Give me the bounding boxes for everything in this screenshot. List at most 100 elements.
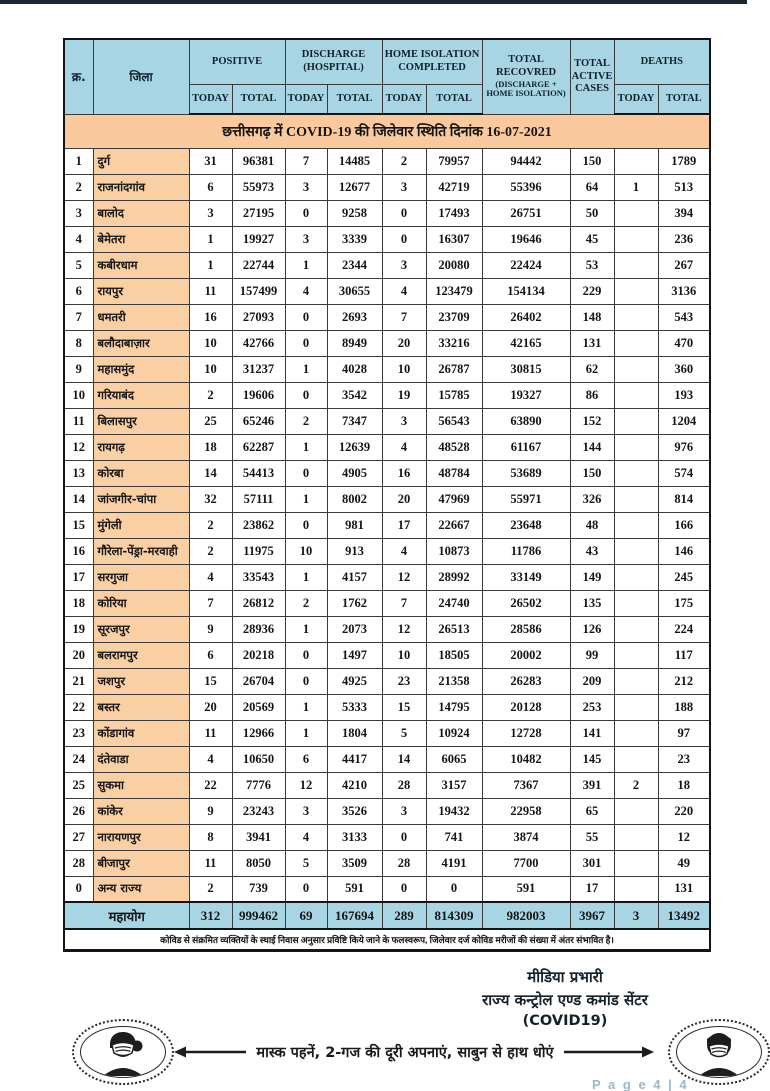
cell-active: 148: [569, 303, 615, 331]
cell-death_today: [613, 615, 659, 643]
table-title: छत्तीसगढ़ में COVID-19 की जिलेवार स्थिति…: [63, 113, 711, 149]
cell-sn: 0: [63, 875, 94, 903]
cell-death_total: 245: [657, 563, 711, 591]
cell-death_total: 513: [657, 173, 711, 201]
cell-district: कोंडागांव: [92, 719, 190, 747]
cell-active: 99: [569, 641, 615, 669]
cell-dis_today: 4: [284, 823, 328, 851]
cell-dis_today: 6: [284, 745, 328, 773]
cell-hi_total: 22667: [425, 511, 483, 539]
cell-district: बलौदाबाज़ार: [92, 329, 190, 357]
table-row: 3 बालोद 3 27195 0 9258 0 17493 26751 50 394: [63, 199, 711, 227]
cell-pos_today: 2: [188, 875, 233, 903]
cell-sn: 19: [63, 615, 94, 643]
cell-recovered: 154134: [481, 277, 571, 305]
table-row: 6 रायपुर 11 157499 4 30655 4 123479 154134 229 313…: [63, 277, 711, 305]
cell-hi_today: 28: [381, 849, 427, 877]
table-row: 22 बस्तर 20 20569 1 5333 15 14795 20128 253 188: [63, 693, 711, 721]
advisory-banner: मास्क पहनें, 2-गज की दूरी अपनाएं, साबुन …: [0, 1012, 770, 1091]
cell-pos_today: 3: [188, 199, 233, 227]
cell-death_today: [613, 823, 659, 851]
cell-recovered: 19327: [481, 381, 571, 409]
cell-dis_today: 0: [284, 303, 328, 331]
table-row: 26 कांकेर 9 23243 3 3526 3 19432 22958 65 220: [63, 797, 711, 825]
cell-sn: 2: [63, 173, 94, 201]
cell-hi_today: 0: [381, 225, 427, 253]
cell-dis_today: 2: [284, 407, 328, 435]
cell-active: 53: [569, 251, 615, 279]
total-active: 3967: [569, 901, 615, 930]
cell-pos_total: 3941: [231, 823, 286, 851]
cell-dis_today: 1: [284, 563, 328, 591]
cell-pos_today: 11: [188, 719, 233, 747]
cell-pos_total: 27093: [231, 303, 286, 331]
cell-district: नारायणपुर: [92, 823, 190, 851]
cell-hi_today: 4: [381, 537, 427, 565]
total-death-today: 3: [613, 901, 659, 930]
cell-hi_total: 3157: [425, 771, 483, 799]
cell-death_total: 193: [657, 381, 711, 409]
total-recovered: 982003: [481, 901, 571, 930]
cell-recovered: 63890: [481, 407, 571, 435]
cell-district: रायपुर: [92, 277, 190, 305]
cell-district: सूरजपुर: [92, 615, 190, 643]
cell-hi_total: 21358: [425, 667, 483, 695]
table-row: 8 बलौदाबाज़ार 10 42766 0 8949 20 33216 42165 131 4…: [63, 329, 711, 357]
cell-recovered: 12728: [481, 719, 571, 747]
cell-hi_total: 20080: [425, 251, 483, 279]
top-stripe: [0, 0, 747, 4]
total-row: महायोग 312 999462 69 167694 289 814309 9…: [63, 901, 711, 930]
total-dis-today: 69: [284, 901, 328, 930]
cell-death_today: [613, 459, 659, 487]
table-row: 12 रायगढ़ 18 62287 1 12639 4 48528 61167 144 976: [63, 433, 711, 461]
cell-hi_total: 6065: [425, 745, 483, 773]
cell-hi_today: 20: [381, 329, 427, 357]
cell-death_total: 175: [657, 589, 711, 617]
cell-pos_today: 31: [188, 147, 233, 175]
cell-hi_today: 20: [381, 485, 427, 513]
cell-sn: 27: [63, 823, 94, 851]
cell-death_total: 1789: [657, 147, 711, 175]
cell-pos_total: 31237: [231, 355, 286, 383]
cell-dis_total: 8949: [326, 329, 383, 357]
cell-active: 50: [569, 199, 615, 227]
cell-death_today: [613, 485, 659, 513]
footnote-row: कोविड से संक्रमित व्यक्तियों के स्थाई नि…: [63, 928, 711, 952]
cell-death_total: 131: [657, 875, 711, 903]
header-deaths-today: TODAY: [613, 83, 659, 115]
cell-district: बिलासपुर: [92, 407, 190, 435]
advisory-text: मास्क पहनें, 2-गज की दूरी अपनाएं, साबुन …: [256, 1044, 554, 1061]
cell-hi_total: 17493: [425, 199, 483, 227]
cell-dis_total: 3526: [326, 797, 383, 825]
cell-active: 209: [569, 667, 615, 695]
cell-sn: 24: [63, 745, 94, 773]
cell-sn: 15: [63, 511, 94, 539]
total-death-total: 13492: [657, 901, 711, 930]
cell-dis_today: 1: [284, 693, 328, 721]
cell-hi_total: 28992: [425, 563, 483, 591]
cell-hi_total: 741: [425, 823, 483, 851]
cell-death_today: [613, 563, 659, 591]
cell-active: 86: [569, 381, 615, 409]
cell-dis_total: 8002: [326, 485, 383, 513]
cell-pos_total: 10650: [231, 745, 286, 773]
cell-recovered: 7700: [481, 849, 571, 877]
cell-active: 62: [569, 355, 615, 383]
cell-death_total: 470: [657, 329, 711, 357]
cell-district: अन्य राज्य: [92, 875, 190, 903]
cell-recovered: 11786: [481, 537, 571, 565]
table-row: 27 नारायणपुर 8 3941 4 3133 0 741 3874 55 12: [63, 823, 711, 851]
signature-org: राज्य कन्ट्रोल एण्ड कमांड सेंटर: [482, 990, 648, 1009]
cell-sn: 21: [63, 667, 94, 695]
cell-pos_total: 11975: [231, 537, 286, 565]
cell-sn: 9: [63, 355, 94, 383]
cell-death_today: [613, 589, 659, 617]
total-pos-total: 999462: [231, 901, 286, 930]
cell-hi_today: 7: [381, 589, 427, 617]
cell-district: मुंगेली: [92, 511, 190, 539]
cell-recovered: 61167: [481, 433, 571, 461]
cell-dis_today: 0: [284, 875, 328, 903]
cell-pos_total: 28936: [231, 615, 286, 643]
cell-pos_total: 33543: [231, 563, 286, 591]
cell-death_today: [613, 537, 659, 565]
